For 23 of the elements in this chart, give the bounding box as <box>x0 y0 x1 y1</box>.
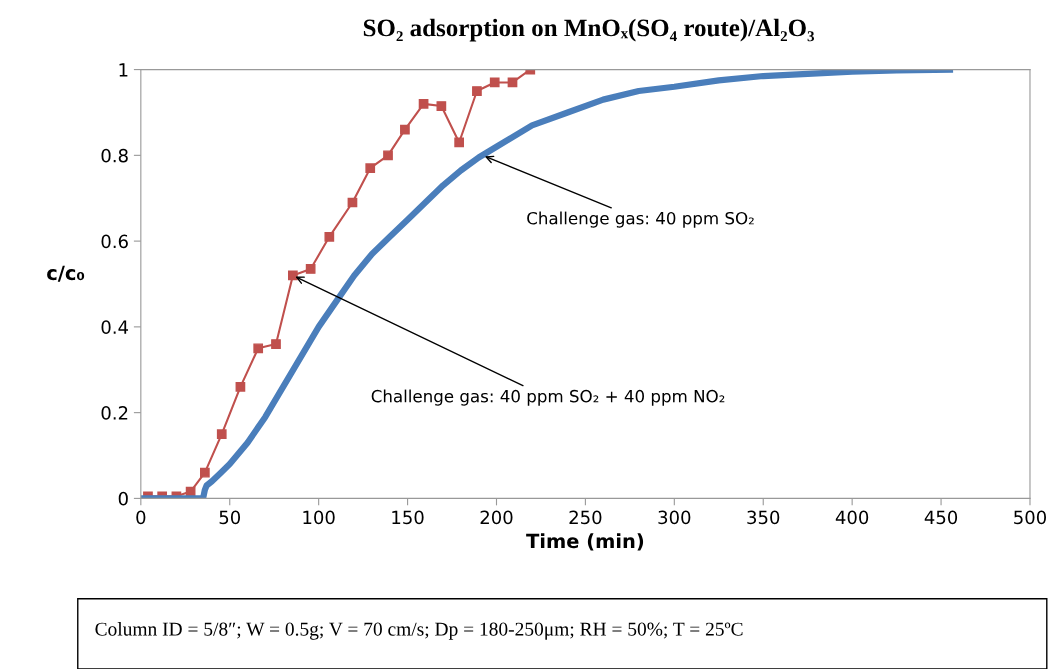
x-tick-label: 50 <box>219 510 241 525</box>
x-tick-label: 500 <box>1014 510 1047 525</box>
y-tick-label: 1 <box>119 63 128 77</box>
x-tick-label: 100 <box>303 510 335 525</box>
x-tick-label: 0 <box>136 510 146 525</box>
y-tick-label: 0 <box>118 491 128 506</box>
y-tick-label: 0.8 <box>101 148 128 163</box>
y-tick-label: 0.4 <box>101 320 129 334</box>
y-tick-label: 0.2 <box>101 406 128 420</box>
x-tick-label: 350 <box>747 510 780 525</box>
x-tick-label: 300 <box>658 510 691 525</box>
chart-title: SO₂ adsorption on MnOₓ(SO₄ route)/Al₂O₃ <box>363 18 815 42</box>
x-tick-label: 400 <box>835 510 869 525</box>
text: Column ID = 5/8″; W = 0.5g; V = 70 cm/s; Dp = 180-250μm; RH = 50%; T = 25ºC <box>95 622 743 640</box>
x-axis-title: Time (min) <box>526 533 644 551</box>
y-tick-label: 0.6 <box>101 234 128 249</box>
x-tick-label: 250 <box>569 510 602 525</box>
x-tick-label: 200 <box>480 510 513 525</box>
annotation: Challenge gas: 40 ppm SO₂ <box>527 211 754 228</box>
x-tick-label: 450 <box>924 510 958 525</box>
x-tick-label: 150 <box>392 510 424 525</box>
y-axis-title: c/c₀ <box>47 265 85 282</box>
annotation: Challenge gas: 40 ppm SO₂ + 40 ppm NO₂ <box>371 389 725 406</box>
